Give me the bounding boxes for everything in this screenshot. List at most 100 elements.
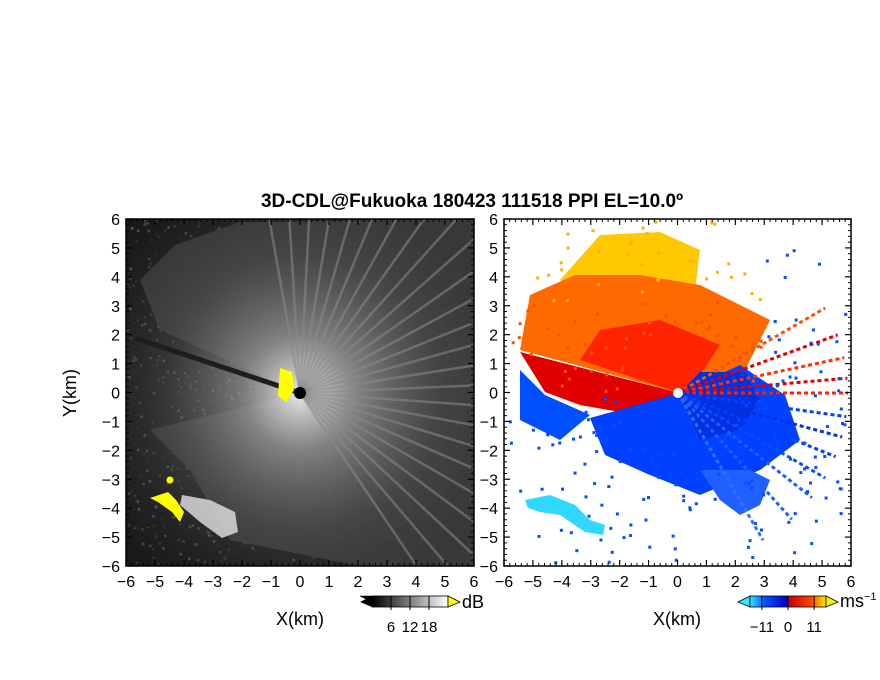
velocity-y-tick-label: 5 (489, 241, 498, 258)
velocity-speckle-cell (682, 494, 686, 498)
velocity-x-tick-label: 5 (818, 574, 827, 591)
velocity-speckle-cell (710, 445, 714, 449)
velocity-speckle-cell (787, 520, 791, 524)
velocity-speckle-cell (565, 298, 569, 302)
velocity-speckle-cell (583, 343, 587, 347)
reflectivity-ray (298, 219, 426, 394)
velocity-speckle-cell (700, 320, 704, 324)
velocity-colorbar-upper-arrow (825, 595, 839, 608)
velocity-speckle-cell (803, 441, 807, 445)
velocity-speckle-cell (511, 341, 515, 345)
reflectivity-ray (299, 219, 459, 394)
velocity-speckle-cell (559, 414, 563, 418)
velocity-speckle-cell (557, 333, 561, 337)
velocity-speckle-cell (707, 325, 711, 329)
velocity-speckle-cell (803, 467, 807, 471)
reflectivity-highlight-dot (166, 476, 174, 484)
velocity-speckle-cell (595, 450, 599, 454)
velocity-speckle-cell (679, 470, 683, 474)
reflectivity-ray (299, 321, 474, 395)
velocity-speckle-cell (688, 259, 692, 263)
velocity-speckle-cell (660, 570, 663, 573)
velocity-speckle-cell (744, 481, 748, 485)
velocity-speckle-cell (742, 211, 745, 214)
velocity-speckle-cell (622, 536, 626, 540)
reflectivity-ray (298, 392, 419, 566)
reflectivity-ray (299, 391, 474, 471)
velocity-speckle-cell (817, 262, 821, 266)
velocity-speckle-cell (589, 369, 593, 373)
velocity-speckle-cell (705, 328, 709, 332)
velocity-speckle-cell (628, 242, 632, 246)
reflectivity-x-tick-label: 1 (325, 574, 334, 591)
velocity-speckle-cell (740, 460, 744, 464)
velocity-y-tick-label: 1 (489, 357, 498, 374)
velocity-speckle-cell (692, 260, 696, 264)
velocity-speckle-cell (587, 514, 591, 518)
velocity-speckle-cell (572, 437, 576, 441)
velocity-speckle-cell (599, 428, 603, 432)
velocity-speckle-cell (773, 320, 777, 324)
reflectivity-panel: −6 −5 −4 −3 −2 −1 0 1 2 3 4 5 6 −6−5−4−3−2−10123456 … (60, 212, 479, 629)
velocity-y-tick-label: −1 (480, 414, 498, 431)
velocity-speckle-cell (746, 214, 749, 217)
reflectivity-y-tick-label: −4 (102, 501, 120, 518)
velocity-speckle-cell (758, 298, 762, 302)
velocity-speckle-cell (547, 273, 551, 277)
velocity-speckle-cell (610, 550, 614, 554)
velocity-speckle-cell (698, 596, 701, 599)
velocity-x-tick-label: −5 (524, 574, 542, 591)
velocity-speckle-cell (605, 373, 609, 377)
velocity-x-tick-label: 0 (673, 574, 682, 591)
velocity-speckle-cell (765, 259, 769, 263)
velocity-speckle-cell (695, 321, 699, 325)
velocity-cyan-echo (525, 495, 605, 535)
velocity-ray (677, 376, 848, 395)
velocity-speckle-cell (794, 439, 798, 443)
reflectivity-colorbar-tick-label: 6 (387, 619, 395, 636)
velocity-speckle-cell (694, 502, 698, 506)
velocity-speckle-cell (837, 377, 841, 381)
reflectivity-ray (299, 364, 474, 395)
velocity-speckle-cell (600, 573, 603, 576)
reflectivity-y-tick-label: 0 (111, 386, 120, 403)
reflectivity-colorbar-lower-arrow (360, 596, 372, 607)
velocity-speckle-cell (644, 518, 648, 522)
velocity-speckle-cell (650, 457, 654, 461)
velocity-speckle-cell (713, 222, 717, 226)
velocity-speckle-cell (560, 384, 564, 388)
velocity-speckle-cell (725, 433, 729, 437)
velocity-speckle-cell (793, 551, 797, 555)
reflectivity-colorbar-upper-arrow (447, 595, 461, 608)
velocity-speckle-cell (673, 547, 677, 551)
velocity-speckle-cell (563, 370, 567, 374)
velocity-ray (676, 391, 793, 521)
velocity-speckle-cell (776, 441, 780, 445)
velocity-x-tick-label: −3 (582, 574, 600, 591)
reflectivity-ray (298, 219, 311, 394)
radar-site-marker (294, 387, 306, 399)
velocity-y-tick-label: −5 (480, 530, 498, 547)
velocity-speckle-cell (626, 253, 630, 257)
velocity-speckle-cell (643, 449, 647, 453)
velocity-speckle-cell (566, 346, 570, 350)
reflectivity-image (126, 219, 474, 566)
velocity-speckle-cell (559, 261, 563, 265)
velocity-x-tick-label: 3 (760, 574, 769, 591)
velocity-speckle-cell (710, 221, 714, 225)
velocity-speckle-cell (575, 549, 579, 553)
velocity-speckle-cell (583, 462, 587, 466)
reflectivity-ground-echo (180, 495, 238, 538)
velocity-speckle-cell (595, 433, 599, 437)
velocity-speckle-cell (518, 322, 522, 326)
velocity-speckle-cell (586, 418, 590, 422)
velocity-speckle-cell (671, 534, 675, 538)
velocity-speckle-cell (603, 397, 607, 401)
velocity-speckle-cell (757, 399, 761, 403)
velocity-speckle-cell (671, 453, 675, 457)
velocity-speckle-cell (631, 212, 634, 215)
velocity-speckle-cell (794, 318, 798, 322)
velocity-speckle-cell (593, 482, 597, 486)
reflectivity-y-axis-label: Y(km) (60, 369, 80, 417)
velocity-ray (677, 391, 843, 439)
